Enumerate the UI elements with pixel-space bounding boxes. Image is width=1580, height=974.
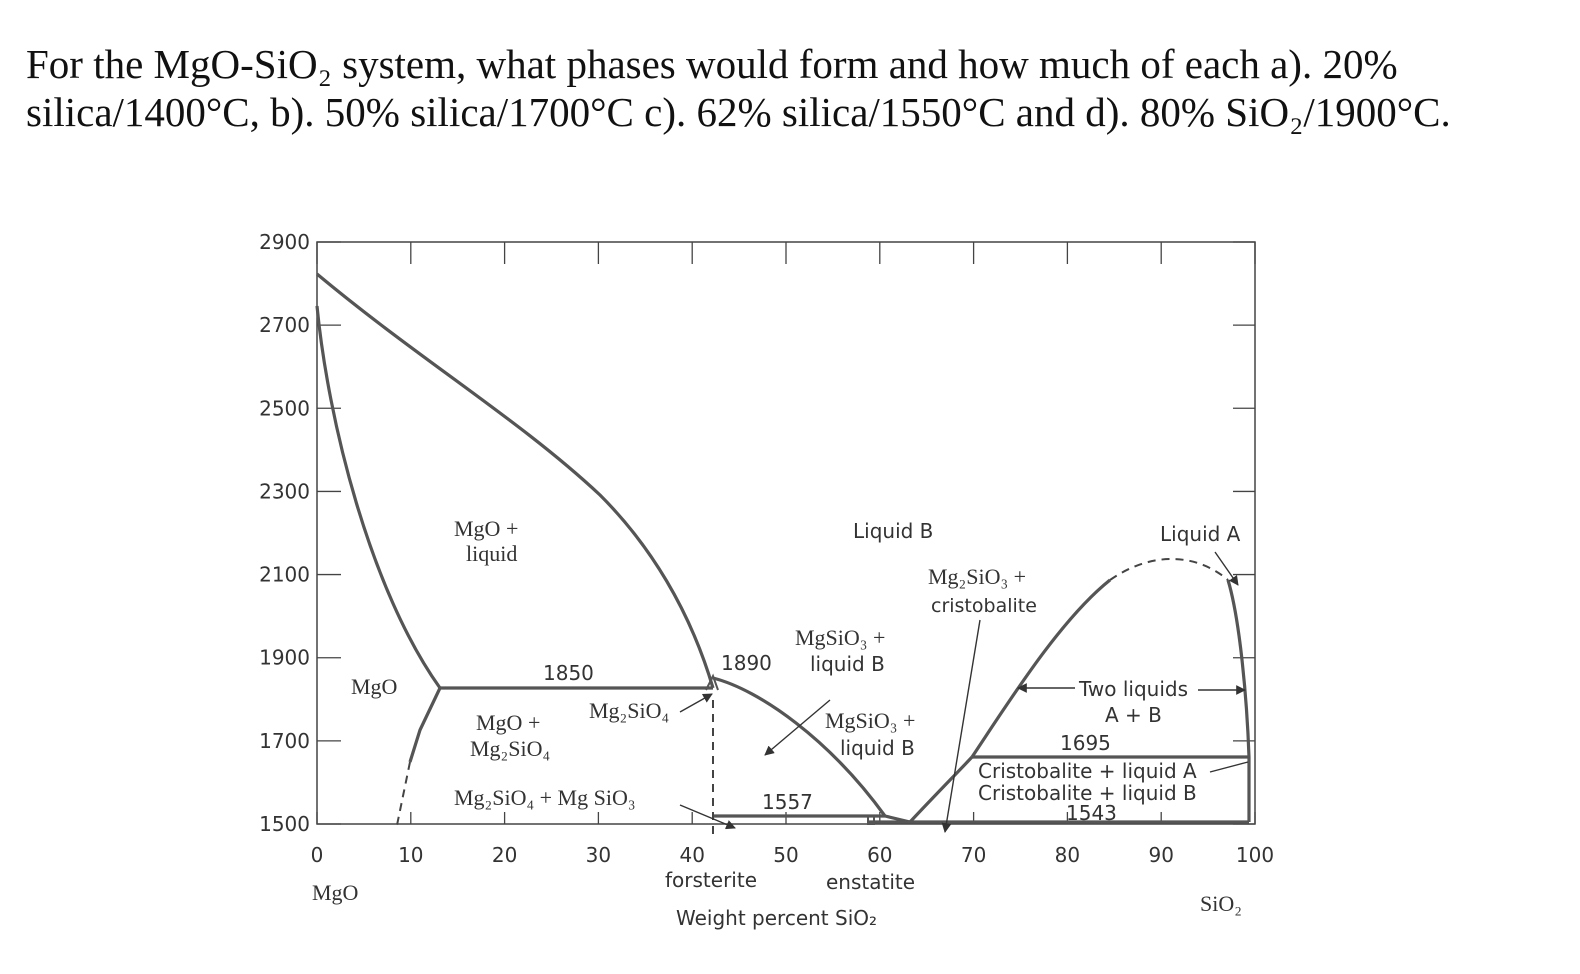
x-axis-title: Weight percent SiO₂ [676,906,877,930]
x-tick-labels: 0 10 20 30 40 50 60 70 80 90 100 [311,843,1274,867]
arrow-mg2sio3-cristo [941,619,981,833]
label-cristobalite-liquid-a: Cristobalite + liquid A [978,759,1197,783]
x-tick-label: 100 [1236,843,1274,867]
label-cristobalite-liquid-b: Cristobalite + liquid B [978,781,1197,805]
label-temp-1543: 1543 [1066,801,1117,825]
arrow-cristo-liq-a [1209,761,1249,773]
y-tick-label: 1500 [259,812,310,836]
label-mgo-liquid-1: MgO + [454,516,518,541]
y-tick-label: 1700 [259,729,310,753]
dashed-boundaries [395,558,1229,836]
x-tick-label: 30 [586,843,611,867]
dome-dashed-line [1109,558,1229,581]
label-mgo-liquid-2: liquid [466,541,517,566]
x-tick-label: 10 [398,843,423,867]
label-two-liquids: Two liquids [1078,677,1188,701]
mgo-solvus-line [408,687,442,763]
y-tick-label: 1900 [259,646,310,670]
y-tick-label: 2300 [259,479,310,503]
axis-right-end-label: SiO₂ [1200,891,1242,916]
x-tick-label: 0 [311,843,324,867]
enstatite-box [867,815,875,825]
arrow-mg2sio4 [679,693,713,713]
question-line-1: For the MgO-SiO₂ system, what phases wou… [26,41,1398,87]
compound-enstatite-label: enstatite [826,870,915,894]
x-tick-label: 40 [679,843,704,867]
y-tick-labels: 2900 2700 2500 2300 2100 1900 1700 1500 [259,230,310,836]
label-temp-1850: 1850 [543,661,594,685]
label-mgsio3-liquid-b-upper-1: MgSiO₃ + [795,625,885,650]
y-tick-label: 2500 [259,396,310,420]
axis-ticks [316,241,1256,825]
x-tick-label: 20 [492,843,517,867]
label-temp-1557: 1557 [762,790,813,814]
immiscibility-boundary-line [970,578,1112,758]
label-mgo-mg2sio4-2: Mg₂SiO₄ [470,736,550,761]
y-tick-label: 2100 [259,563,310,587]
x-tick-label: 70 [961,843,986,867]
compound-forsterite-label: forsterite [665,868,757,892]
question-line-2: silica/1400°C, b). 50% silica/1700°C c).… [26,89,1451,135]
label-mg2sio3-cristobalite-1: Mg₂SiO₃ + [928,564,1026,589]
label-temp-1695: 1695 [1060,731,1111,755]
label-temp-1890: 1890 [721,651,772,675]
arrow-liquid-a [1214,551,1239,586]
x-tick-label: 50 [773,843,798,867]
label-mgsio3-liquid-b-lower-2: liquid B [840,736,915,760]
phase-boundaries [315,272,1251,824]
arrow-mg2sio4-mgsio3 [679,804,736,830]
arrow-mgsio3-liqb [764,699,831,756]
axis-left-end-label: MgO [312,880,358,905]
question-text: For the MgO-SiO₂ system, what phases wou… [26,40,1556,136]
label-mg2sio3-cristobalite-2: cristobalite [931,595,1037,617]
mgo-liquidus-line [315,272,715,689]
label-liquid-a: Liquid A [1160,522,1241,546]
label-mg2sio4-mgsio3: Mg₂SiO₄ + Mg SiO₃ [454,785,636,810]
forsterite-liquidus-line [712,676,887,817]
y-tick-label: 2900 [259,230,310,254]
x-tick-label: 80 [1055,843,1080,867]
cristobalite-liquidus-line [908,755,974,824]
x-tick-label: 60 [867,843,892,867]
label-mgsio3-liquid-b-lower-1: MgSiO₃ + [825,708,915,733]
label-mgo-mg2sio4-1: MgO + [476,710,540,735]
label-mgo-solid: MgO [351,674,397,699]
axis-annotations: MgO SiO₂ forsterite enstatite Weight per… [312,868,1242,930]
annotation-arrows [679,551,1249,833]
mgo-solidus-line [315,305,442,689]
label-a-plus-b: A + B [1105,703,1162,727]
label-mgsio3-liquid-b-upper-2: liquid B [810,652,885,676]
y-tick-label: 2700 [259,313,310,337]
region-labels: MgO + liquid Liquid B Liquid A Mg₂SiO₃ +… [351,516,1241,825]
mgo-solvus-dashed-line [395,761,411,831]
label-mg2sio4: Mg₂SiO₄ [589,698,669,723]
sio2-liquidus-line [1226,579,1251,822]
label-liquid-b: Liquid B [853,519,933,543]
x-tick-label: 90 [1148,843,1173,867]
forsterite-cusp [705,673,719,691]
